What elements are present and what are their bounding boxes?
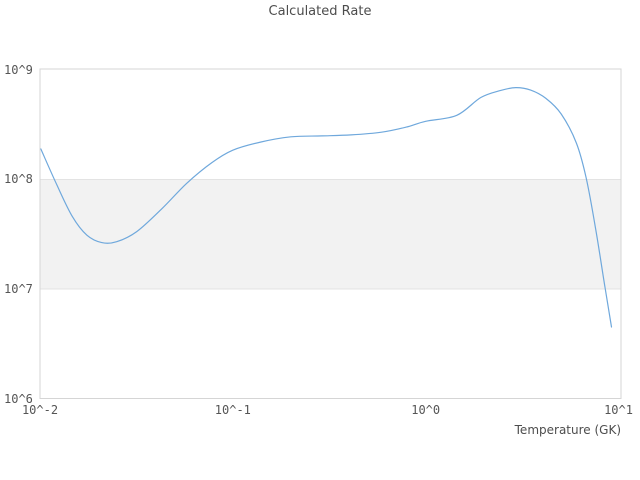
y-tick-label: 10^9	[4, 62, 33, 77]
plot-frame	[39, 68, 622, 399]
rate-curve	[40, 86, 613, 328]
y-tick-label: 10^8	[4, 172, 33, 187]
x-tick-label: 10^-2	[21, 403, 59, 417]
y-band	[40, 179, 621, 289]
x-tick-label: 10^1	[604, 403, 633, 417]
y-tick-label: 10^6	[4, 391, 33, 406]
y-tick-label: 10^7	[4, 281, 33, 296]
chart-title: Calculated Rate	[268, 4, 372, 19]
x-axis-title: Temperature (GK)	[514, 423, 621, 437]
x-tick-label: 10^-1	[214, 403, 251, 417]
x-tick-label: 10^0	[411, 403, 441, 417]
